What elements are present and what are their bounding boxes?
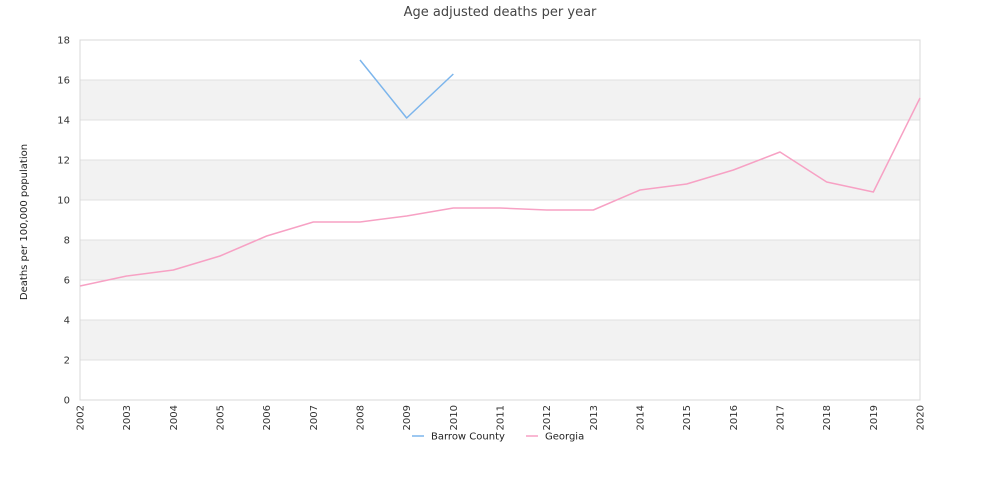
x-tick-label: 2019 <box>869 405 880 430</box>
x-tick-label: 2013 <box>589 405 600 430</box>
y-tick-label: 2 <box>64 356 70 367</box>
x-tick-label: 2011 <box>496 405 507 430</box>
x-axis-ticks: 2002 2003 2004 2005 2006 2007 2008 2009 2010 2011… <box>76 405 927 430</box>
x-tick-label: 2017 <box>776 405 787 430</box>
y-tick-label: 10 <box>57 196 70 207</box>
series-line-georgia <box>79 97 921 287</box>
legend-label-georgia: Georgia <box>545 432 584 443</box>
series-lines <box>79 59 921 287</box>
y-tick-label: 14 <box>57 116 70 127</box>
y-tick-label: 8 <box>64 236 70 247</box>
background-bands <box>80 80 920 360</box>
x-tick-label: 2010 <box>449 405 460 430</box>
x-tick-label: 2002 <box>76 405 87 430</box>
x-tick-label: 2003 <box>122 405 133 430</box>
plot-area-border <box>79 39 921 401</box>
x-tick-label: 2005 <box>216 405 227 430</box>
y-tick-label: 0 <box>64 396 70 407</box>
x-tick-label: 2015 <box>682 405 693 430</box>
y-axis-title: Deaths per 100,000 population <box>19 144 30 300</box>
legend: Barrow County Georgia <box>412 432 584 443</box>
y-tick-label: 4 <box>64 316 70 327</box>
x-tick-label: 2016 <box>729 405 740 430</box>
grid-band <box>80 160 920 200</box>
legend-label-barrow-county: Barrow County <box>431 432 505 443</box>
y-tick-label: 16 <box>57 76 70 87</box>
x-tick-label: 2007 <box>309 405 320 430</box>
x-tick-label: 2006 <box>262 405 273 430</box>
grid-band <box>80 320 920 360</box>
x-tick-label: 2004 <box>169 405 180 430</box>
grid-band <box>80 240 920 280</box>
x-tick-label: 2014 <box>636 405 647 430</box>
x-tick-label: 2009 <box>402 405 413 430</box>
series-line-barrow-county <box>359 59 454 119</box>
x-tick-label: 2012 <box>542 405 553 430</box>
grid-band <box>80 80 920 120</box>
y-axis-ticks: 0 2 4 6 8 10 12 14 16 18 <box>57 36 70 407</box>
y-tick-label: 18 <box>57 36 70 47</box>
y-tick-label: 6 <box>64 276 70 287</box>
x-tick-label: 2018 <box>822 405 833 430</box>
chart-title: Age adjusted deaths per year <box>404 5 597 20</box>
y-tick-label: 12 <box>57 156 70 167</box>
x-tick-label: 2008 <box>356 405 367 430</box>
x-tick-label: 2020 <box>916 405 927 430</box>
